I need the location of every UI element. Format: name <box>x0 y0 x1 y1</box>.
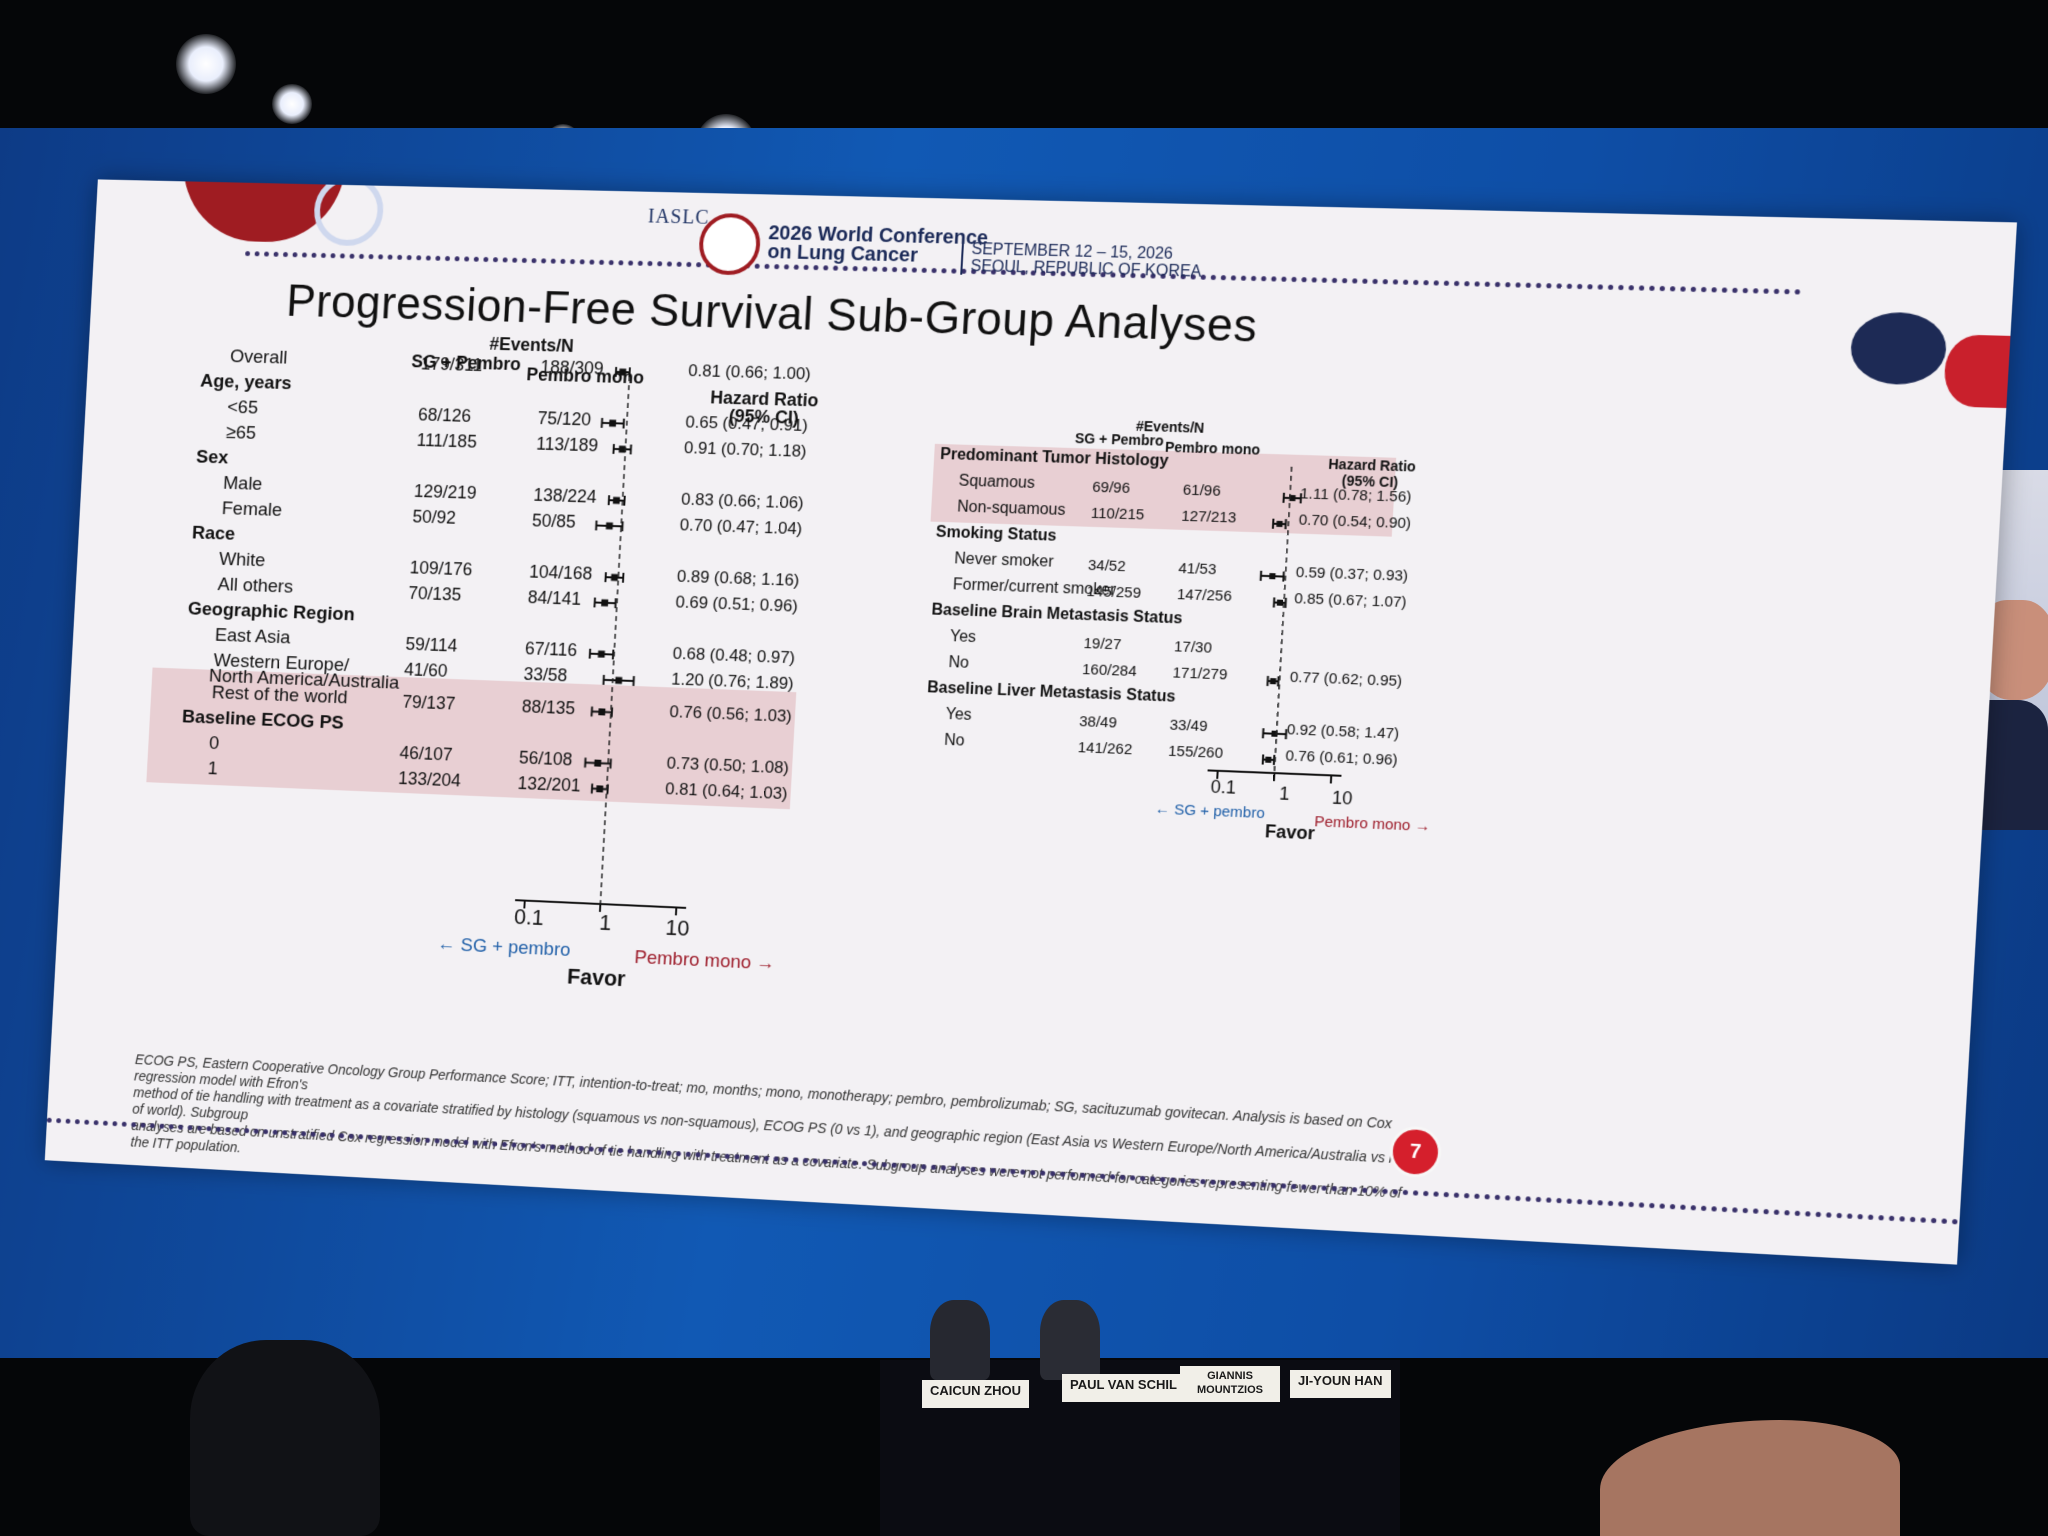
right-axis-tick-2: 10 <box>1331 788 1353 810</box>
hazard-ratio-point <box>1270 678 1276 684</box>
hazard-ratio-point <box>1277 600 1283 606</box>
ci-cap <box>1267 676 1268 686</box>
ci-cap <box>1283 572 1284 582</box>
ci-cap <box>1263 728 1264 738</box>
panel-name-card-3: JI-YOUN HAN <box>1290 1370 1391 1398</box>
panel-name-card-1: PAUL VAN SCHIL <box>1062 1374 1185 1402</box>
hazard-ratio-point <box>1276 521 1282 527</box>
panelist-silhouette <box>930 1300 990 1380</box>
ci-cap <box>1261 571 1262 581</box>
reference-line <box>1274 467 1291 773</box>
ceiling-light <box>272 84 312 124</box>
hazard-ratio-point <box>1269 573 1275 579</box>
ci-cap <box>1301 493 1302 503</box>
panel-name-card-2: GIANNIS MOUNTZIOS <box>1180 1366 1280 1402</box>
ci-cap <box>1286 729 1287 739</box>
ci-cap <box>1273 519 1274 529</box>
ci-cap <box>1274 755 1275 765</box>
ci-cap <box>1285 598 1286 608</box>
hazard-ratio-point <box>1265 757 1271 763</box>
right-axis-tick-0: 0.1 <box>1210 777 1236 799</box>
ci-cap <box>1278 676 1279 686</box>
ci-cap <box>1283 493 1284 503</box>
panelist-silhouette <box>1040 1300 1100 1380</box>
audience-silhouette <box>190 1340 380 1536</box>
right-axis-tick-1: 1 <box>1279 783 1290 805</box>
panel-name-card-0: CAICUN ZHOU <box>922 1380 1029 1408</box>
ci-cap <box>1285 519 1286 529</box>
audience-hand <box>1600 1420 1900 1536</box>
right-favor-label: Favor <box>1264 821 1315 844</box>
ceiling-light <box>176 34 236 94</box>
ci-cap <box>1274 597 1275 607</box>
ci-cap <box>1263 754 1264 764</box>
presentation-slide: IASLC 2026 World Conference on Lung Canc… <box>45 179 2017 1264</box>
